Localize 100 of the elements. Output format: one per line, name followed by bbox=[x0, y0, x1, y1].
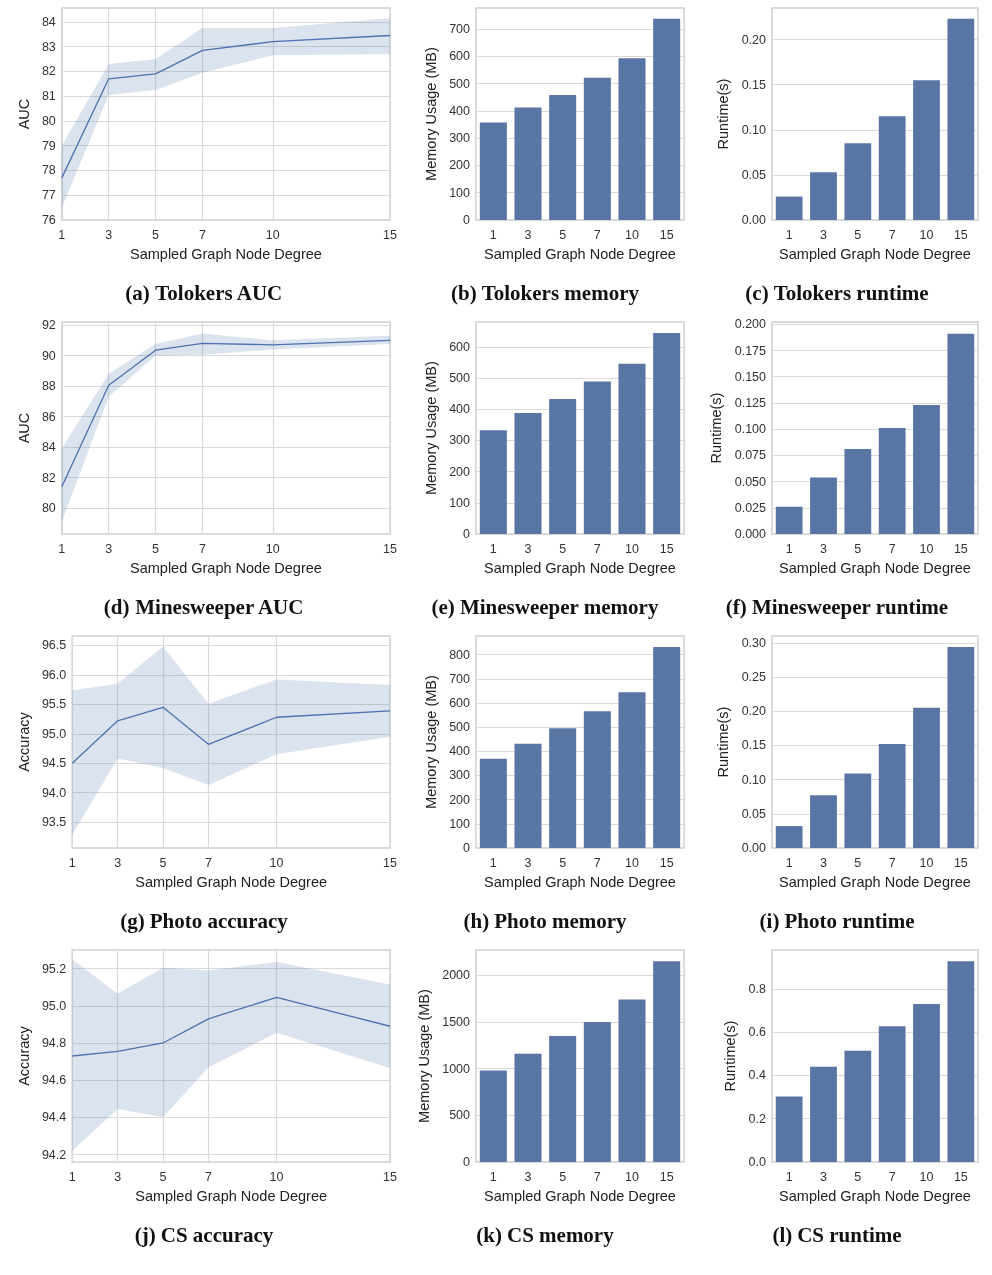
x-tick-label: 1 bbox=[68, 855, 76, 870]
y-tick-label: 0.075 bbox=[734, 448, 767, 463]
x-tick-label: 15 bbox=[659, 541, 674, 556]
x-tick-label: 7 bbox=[199, 227, 206, 242]
x-tick-label: 10 bbox=[265, 541, 280, 556]
y-tick-label: 200 bbox=[449, 158, 471, 173]
bar bbox=[844, 449, 872, 534]
x-tick-label: 3 bbox=[820, 227, 828, 242]
x-tick-label: 15 bbox=[659, 855, 674, 870]
y-tick-label: 400 bbox=[449, 402, 471, 417]
y-tick-label: 400 bbox=[449, 744, 471, 759]
bar bbox=[549, 399, 577, 534]
x-tick-label: 3 bbox=[820, 855, 828, 870]
x-axis-title: Sampled Graph Node Degree bbox=[484, 1187, 676, 1204]
x-tick-label: 3 bbox=[105, 541, 113, 556]
y-axis-title: Memory Usage (MB) bbox=[422, 361, 439, 495]
text: (d) Minesweeper AUC bbox=[103, 594, 304, 619]
bar bbox=[810, 1066, 837, 1162]
x-tick-label: 5 bbox=[159, 855, 167, 870]
y-tick-label: 2000 bbox=[442, 968, 471, 983]
x-axis-title: Sampled Graph Node Degree bbox=[779, 1187, 971, 1204]
y-tick-label: 700 bbox=[449, 22, 471, 37]
text: (f) Minesweeper runtime bbox=[725, 594, 949, 619]
bar bbox=[618, 692, 646, 848]
y-tick-label: 100 bbox=[449, 185, 471, 200]
x-tick-label: 15 bbox=[383, 227, 398, 242]
line-series bbox=[71, 996, 391, 1057]
y-tick-label: 0.000 bbox=[734, 527, 767, 541]
x-tick-label: 5 bbox=[559, 855, 567, 870]
y-tick-label: 0.025 bbox=[734, 500, 767, 515]
y-tick-label: 0.10 bbox=[741, 772, 767, 787]
y-tick-label: 0.050 bbox=[734, 474, 767, 489]
y-tick-label: 300 bbox=[449, 768, 471, 783]
x-tick-label: 15 bbox=[953, 855, 968, 870]
x-axis-title: Sampled Graph Node Degree bbox=[135, 1187, 328, 1204]
x-tick-label: 1 bbox=[68, 1169, 76, 1184]
y-tick-label: 0 bbox=[463, 841, 471, 855]
y-tick-label: 500 bbox=[449, 371, 471, 386]
x-tick-label: 1 bbox=[58, 541, 66, 556]
bar bbox=[775, 506, 803, 534]
bar bbox=[810, 477, 837, 534]
x-tick-label: 7 bbox=[888, 855, 896, 870]
bar bbox=[913, 1004, 940, 1162]
bar bbox=[913, 80, 940, 220]
bar bbox=[844, 1050, 872, 1162]
y-tick-label: 0.20 bbox=[741, 704, 767, 719]
y-tick-label: 200 bbox=[449, 792, 471, 807]
x-tick-label: 15 bbox=[953, 227, 968, 242]
bar bbox=[479, 122, 507, 220]
y-tick-label: 0.20 bbox=[741, 32, 767, 47]
y-tick-label: 94.8 bbox=[41, 1035, 67, 1050]
x-axis-title: Sampled Graph Node Degree bbox=[484, 559, 676, 576]
y-axis-title: AUC bbox=[15, 98, 32, 130]
y-axis-title: Runtime(s) bbox=[722, 1020, 739, 1092]
y-tick-label: 94.0 bbox=[41, 785, 67, 800]
x-axis-title: Sampled Graph Node Degree bbox=[779, 245, 971, 262]
y-tick-label: 0.05 bbox=[741, 806, 767, 821]
x-tick-label: 3 bbox=[114, 855, 122, 870]
x-tick-label: 3 bbox=[524, 227, 532, 242]
y-tick-label: 80 bbox=[41, 113, 56, 128]
y-tick-label: 93.5 bbox=[41, 815, 67, 830]
line-series bbox=[71, 706, 391, 764]
bar bbox=[583, 711, 611, 848]
y-tick-label: 300 bbox=[449, 433, 471, 448]
y-tick-label: 100 bbox=[449, 495, 471, 510]
x-tick-label: 3 bbox=[524, 1169, 532, 1184]
x-tick-label: 7 bbox=[199, 541, 206, 556]
x-tick-label: 10 bbox=[269, 1169, 284, 1184]
text: (a) Tolokers AUC bbox=[125, 280, 283, 305]
y-tick-label: 0.4 bbox=[748, 1068, 767, 1083]
x-axis-title: Sampled Graph Node Degree bbox=[135, 873, 328, 890]
y-axis-title: Memory Usage (MB) bbox=[415, 989, 432, 1123]
x-tick-label: 1 bbox=[489, 855, 497, 870]
x-axis-title: Sampled Graph Node Degree bbox=[130, 559, 322, 576]
y-axis-title: Memory Usage (MB) bbox=[422, 675, 439, 809]
bar bbox=[947, 333, 975, 534]
y-tick-label: 94.5 bbox=[41, 756, 67, 771]
bar bbox=[479, 430, 507, 534]
y-tick-label: 500 bbox=[449, 76, 471, 91]
x-tick-label: 10 bbox=[919, 1169, 934, 1184]
y-tick-label: 1000 bbox=[442, 1061, 471, 1076]
x-tick-label: 10 bbox=[625, 855, 639, 870]
y-tick-label: 95.5 bbox=[41, 697, 67, 712]
x-tick-label: 5 bbox=[559, 227, 567, 242]
bar bbox=[653, 18, 681, 220]
x-tick-label: 15 bbox=[659, 1169, 674, 1184]
x-tick-label: 5 bbox=[559, 541, 567, 556]
x-tick-label: 15 bbox=[383, 855, 398, 870]
y-axis-title: Runtime(s) bbox=[715, 78, 732, 150]
bar bbox=[479, 758, 507, 848]
bar bbox=[514, 743, 542, 848]
x-tick-label: 7 bbox=[888, 541, 896, 556]
x-tick-label: 15 bbox=[953, 1169, 968, 1184]
y-tick-label: 0.100 bbox=[734, 422, 767, 437]
y-tick-label: 90 bbox=[41, 348, 56, 363]
x-tick-label: 1 bbox=[785, 855, 793, 870]
y-tick-label: 0.6 bbox=[748, 1025, 767, 1040]
bar bbox=[810, 172, 837, 220]
x-tick-label: 15 bbox=[383, 1169, 398, 1184]
x-tick-label: 5 bbox=[854, 541, 862, 556]
